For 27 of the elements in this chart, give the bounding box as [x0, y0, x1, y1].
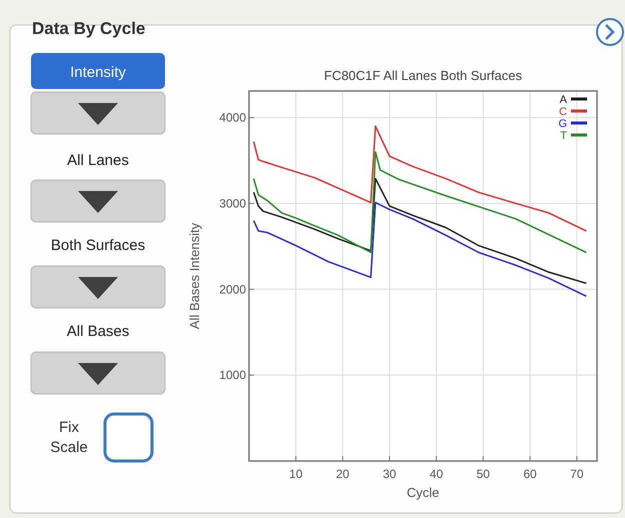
x-axis-title: Cycle — [406, 485, 440, 500]
line-series — [252, 178, 587, 284]
x-tick-label: 50 — [476, 467, 490, 481]
x-tick-label: 60 — [523, 467, 538, 481]
y-tick-label: 2000 — [219, 282, 246, 296]
text: All Lanes — [67, 152, 129, 169]
chart-title: FC80C1F All Lanes Both Surfaces — [324, 68, 522, 83]
y-tick-label: 3000 — [219, 196, 246, 210]
text: Data By Cycle — [32, 19, 146, 38]
x-tick-label: 20 — [336, 467, 350, 481]
y-axis-title: All Bases Intensity — [187, 222, 202, 330]
x-tick-label: 40 — [430, 467, 444, 481]
line-series — [252, 202, 587, 297]
y-tick-label: 1000 — [219, 368, 246, 382]
legend-label: A — [560, 94, 568, 106]
x-tick-label: 70 — [570, 467, 584, 481]
legend-label: T — [560, 130, 568, 142]
text: Both Surfaces — [50, 237, 146, 254]
legend-label: C — [559, 106, 568, 118]
text: Intensity — [70, 64, 126, 81]
legend-label: G — [558, 118, 567, 130]
x-tick-label: 30 — [382, 467, 397, 481]
text: Fix Scale — [50, 419, 88, 456]
text: All Bases — [66, 323, 130, 340]
line-series — [252, 151, 587, 254]
y-tick-label: 4000 — [219, 110, 246, 125]
x-tick-label: 10 — [289, 467, 303, 481]
